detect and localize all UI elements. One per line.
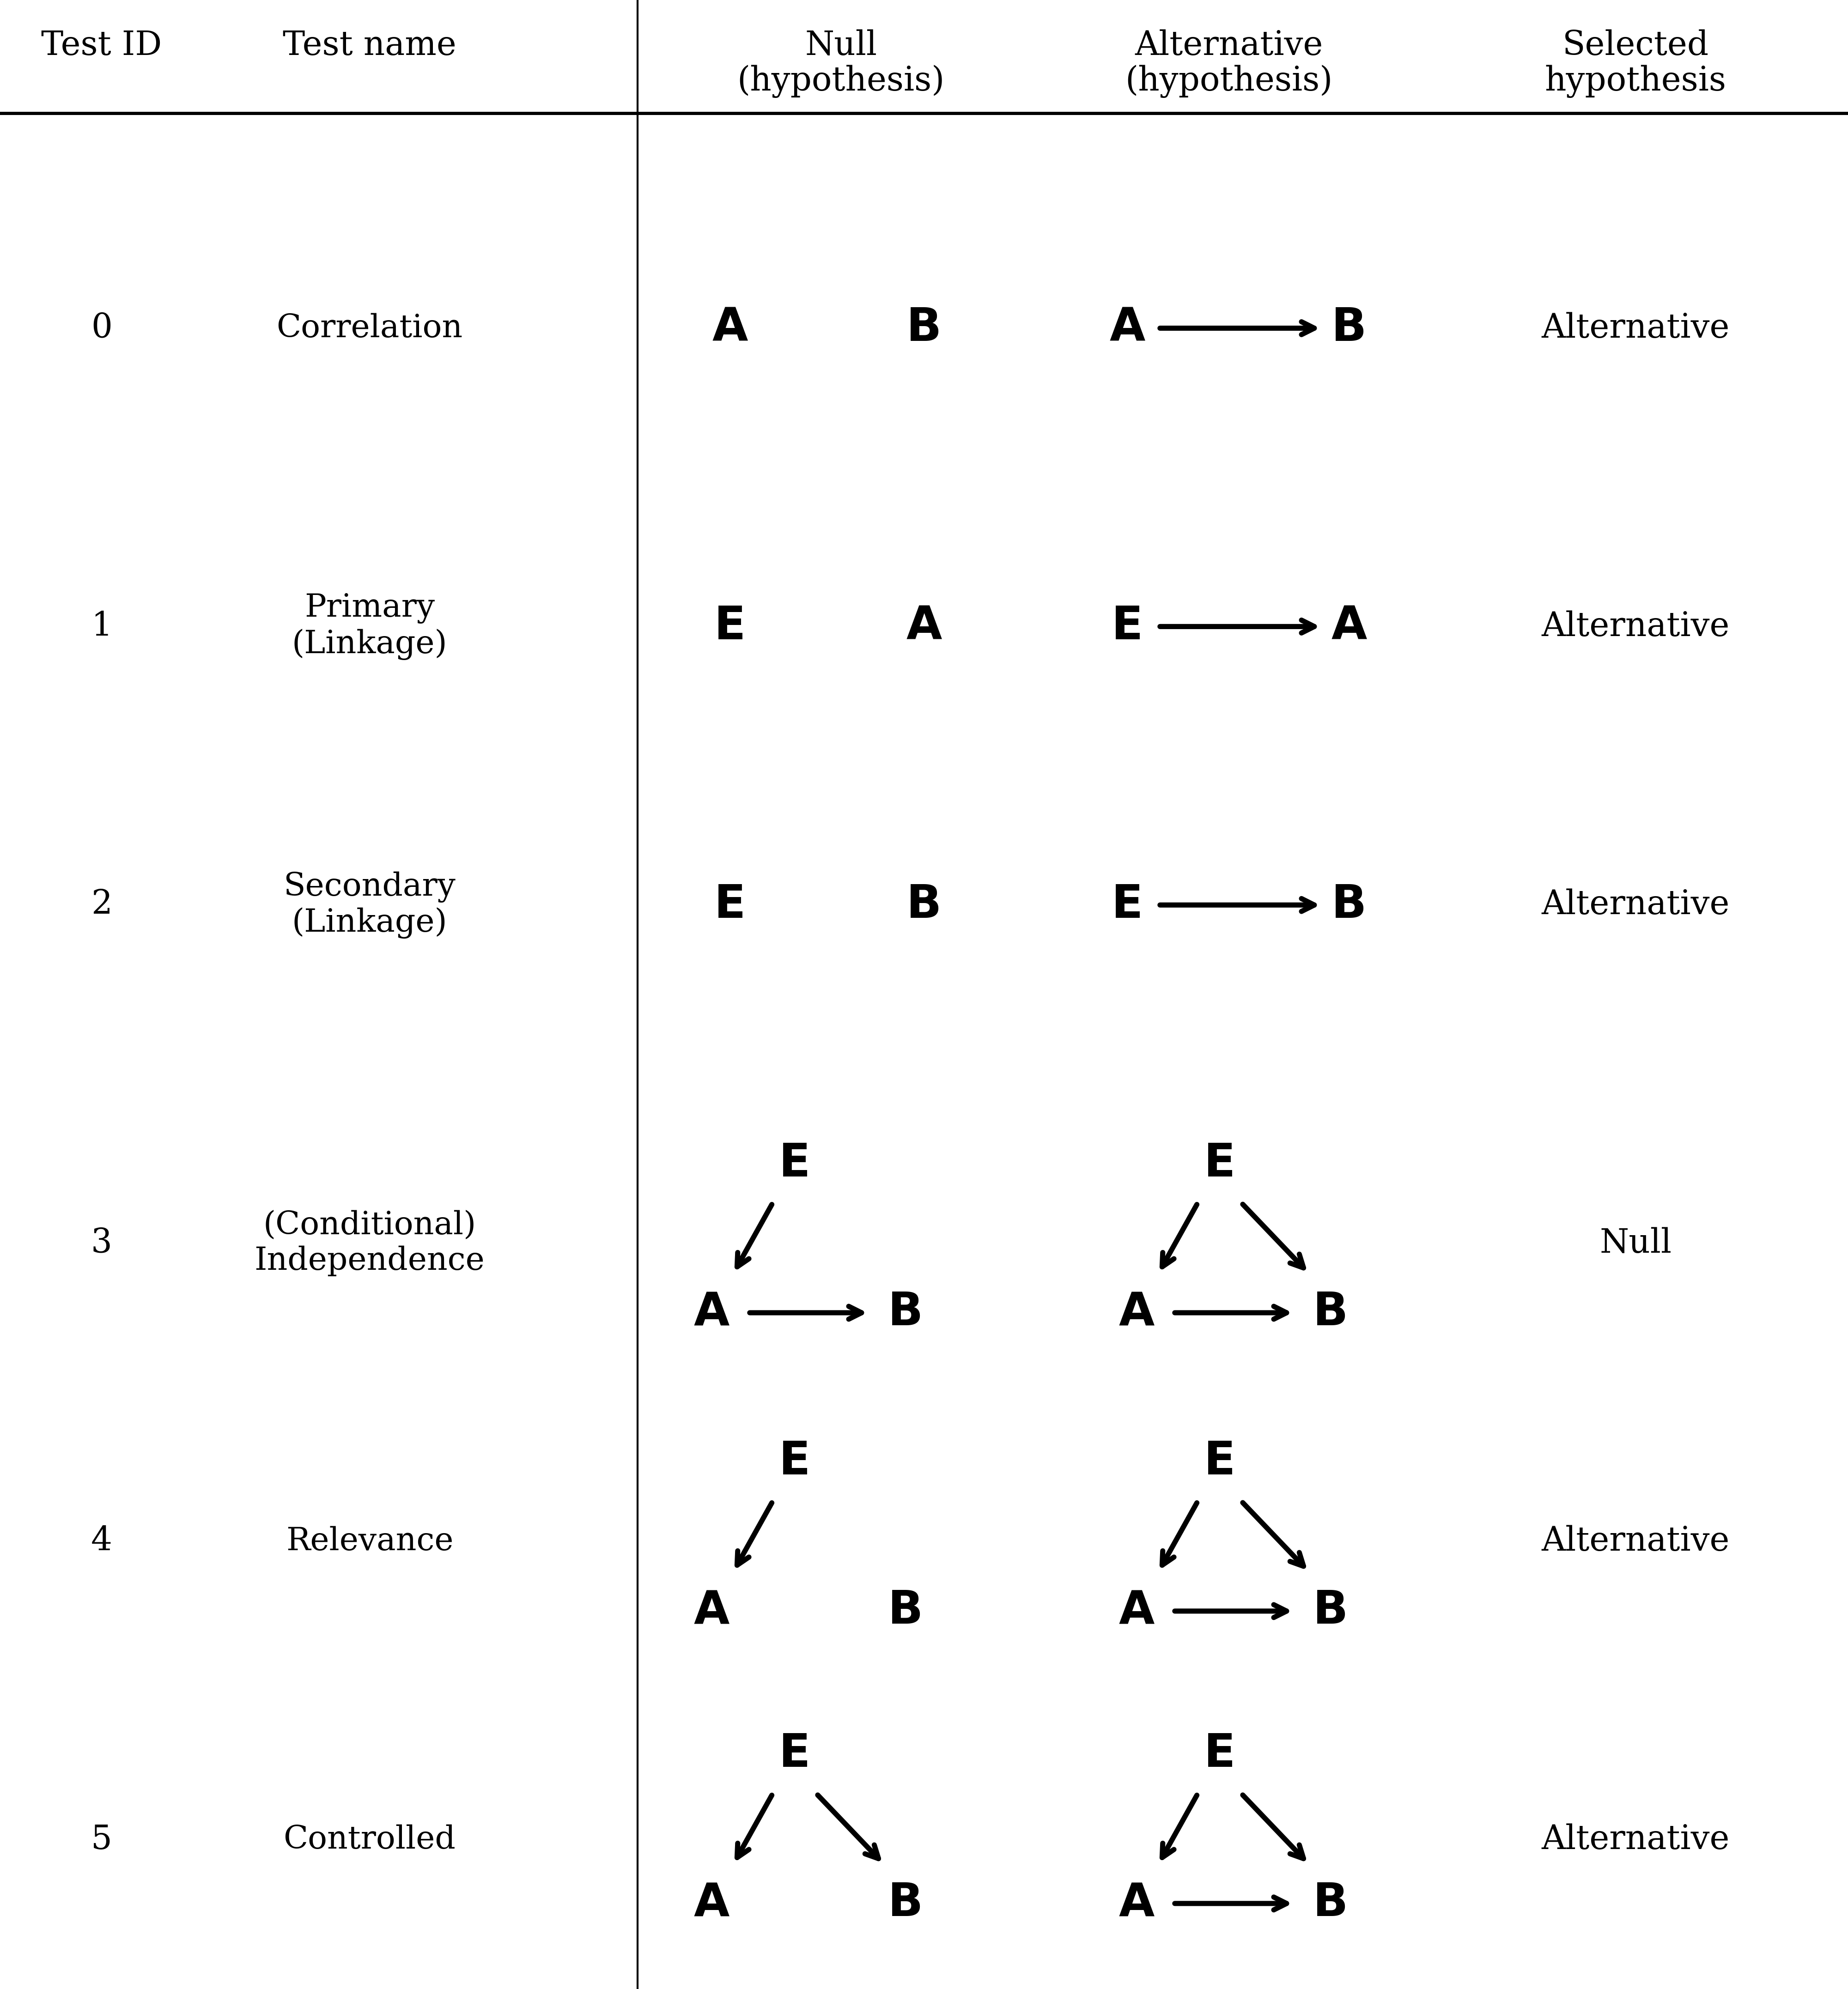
Text: B: B xyxy=(906,306,942,350)
Text: A: A xyxy=(1109,306,1146,350)
Text: E: E xyxy=(713,605,747,648)
Text: Relevance: Relevance xyxy=(286,1526,453,1557)
Text: Correlation: Correlation xyxy=(277,312,462,344)
Text: B: B xyxy=(906,883,942,927)
Text: E: E xyxy=(713,883,747,927)
Text: 1: 1 xyxy=(91,611,113,642)
Text: 0: 0 xyxy=(91,312,113,344)
Text: Alternative: Alternative xyxy=(1541,312,1730,344)
Text: 5: 5 xyxy=(91,1824,113,1856)
Text: Selected: Selected xyxy=(1562,30,1709,62)
Text: Test ID: Test ID xyxy=(41,30,163,62)
Text: 2: 2 xyxy=(91,889,113,921)
Text: E: E xyxy=(1111,883,1144,927)
Text: E: E xyxy=(1203,1732,1236,1776)
Text: A: A xyxy=(711,306,748,350)
Text: Alternative: Alternative xyxy=(1135,30,1323,62)
Text: E: E xyxy=(1203,1440,1236,1484)
Text: Null: Null xyxy=(806,30,878,62)
Text: (Conditional)
Independence: (Conditional) Independence xyxy=(255,1209,484,1277)
Text: Secondary
(Linkage): Secondary (Linkage) xyxy=(283,871,456,939)
Text: A: A xyxy=(693,1291,730,1335)
Text: A: A xyxy=(1331,605,1368,648)
Text: B: B xyxy=(1312,1291,1349,1335)
Text: B: B xyxy=(1312,1882,1349,1925)
Text: A: A xyxy=(906,605,942,648)
Text: E: E xyxy=(1111,605,1144,648)
Text: B: B xyxy=(887,1882,924,1925)
Text: B: B xyxy=(887,1291,924,1335)
Text: 4: 4 xyxy=(91,1526,113,1557)
Text: A: A xyxy=(693,1882,730,1925)
Text: A: A xyxy=(1118,1882,1155,1925)
Text: Controlled: Controlled xyxy=(283,1824,456,1856)
Text: Test name: Test name xyxy=(283,30,456,62)
Text: hypothesis: hypothesis xyxy=(1545,66,1726,97)
Text: A: A xyxy=(693,1589,730,1633)
Text: E: E xyxy=(778,1142,811,1185)
Text: Primary
(Linkage): Primary (Linkage) xyxy=(292,593,447,660)
Text: B: B xyxy=(1312,1589,1349,1633)
Text: 3: 3 xyxy=(91,1227,113,1259)
Text: Null: Null xyxy=(1600,1227,1671,1259)
Text: Alternative: Alternative xyxy=(1541,1526,1730,1557)
Text: (hypothesis): (hypothesis) xyxy=(737,66,944,97)
Text: B: B xyxy=(1331,306,1368,350)
Text: Alternative: Alternative xyxy=(1541,889,1730,921)
Text: E: E xyxy=(778,1732,811,1776)
Text: E: E xyxy=(778,1440,811,1484)
Text: Alternative: Alternative xyxy=(1541,1824,1730,1856)
Text: B: B xyxy=(1331,883,1368,927)
Text: Alternative: Alternative xyxy=(1541,611,1730,642)
Text: A: A xyxy=(1118,1291,1155,1335)
Text: B: B xyxy=(887,1589,924,1633)
Text: E: E xyxy=(1203,1142,1236,1185)
Text: (hypothesis): (hypothesis) xyxy=(1125,66,1332,97)
Text: A: A xyxy=(1118,1589,1155,1633)
